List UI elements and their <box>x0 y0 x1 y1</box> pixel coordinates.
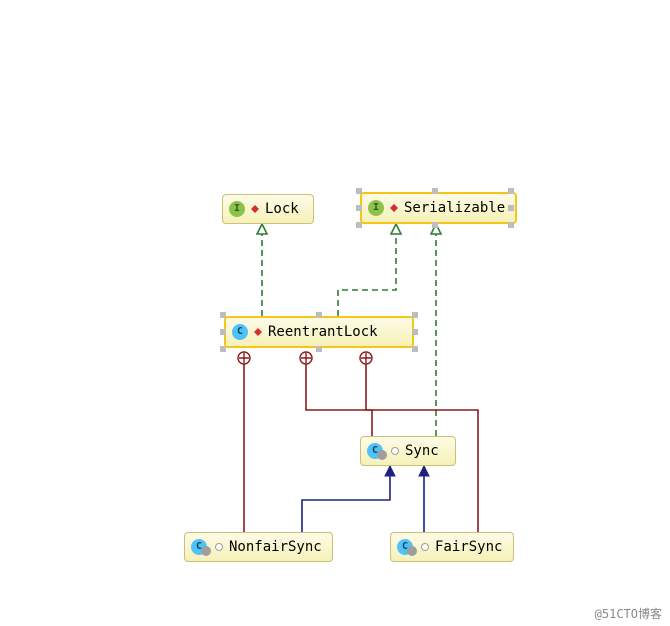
class-icon: C <box>232 324 248 340</box>
visibility-icon <box>254 328 262 336</box>
node-label: NonfairSync <box>229 537 322 557</box>
selection-handle[interactable] <box>432 188 438 194</box>
class-sync[interactable]: C Sync <box>360 436 456 466</box>
class-reentrantlock[interactable]: C ReentrantLock <box>224 316 414 348</box>
selection-handle[interactable] <box>316 346 322 352</box>
visibility-icon <box>251 205 259 213</box>
selection-handle[interactable] <box>356 205 362 211</box>
visibility-icon <box>215 543 223 551</box>
interface-icon: I <box>229 201 245 217</box>
selection-handle[interactable] <box>412 329 418 335</box>
edge-layer <box>0 0 670 626</box>
class-nonfairsync[interactable]: C NonfairSync <box>184 532 333 562</box>
selection-handle[interactable] <box>508 205 514 211</box>
visibility-icon <box>391 447 399 455</box>
class-fairsync[interactable]: C FairSync <box>390 532 514 562</box>
edge-inner <box>306 358 372 436</box>
edge-realizes <box>338 224 396 316</box>
selection-handle[interactable] <box>432 222 438 228</box>
interface-icon: I <box>368 200 384 216</box>
static-icon <box>407 546 417 556</box>
selection-handle[interactable] <box>220 346 226 352</box>
selection-handle[interactable] <box>220 312 226 318</box>
selection-handle[interactable] <box>316 312 322 318</box>
edge-extends <box>302 466 390 532</box>
selection-handle[interactable] <box>412 312 418 318</box>
selection-handle[interactable] <box>356 222 362 228</box>
selection-handle[interactable] <box>356 188 362 194</box>
node-label: FairSync <box>435 537 502 557</box>
interface-serializable[interactable]: I Serializable <box>360 192 517 224</box>
node-label: ReentrantLock <box>268 322 378 342</box>
static-icon <box>377 450 387 460</box>
node-label: Lock <box>265 199 299 219</box>
watermark: @51CTO博客 <box>595 605 662 622</box>
selection-handle[interactable] <box>508 188 514 194</box>
visibility-icon <box>390 204 398 212</box>
selection-handle[interactable] <box>508 222 514 228</box>
node-label: Serializable <box>404 198 505 218</box>
selection-handle[interactable] <box>220 329 226 335</box>
static-icon <box>201 546 211 556</box>
node-label: Sync <box>405 441 439 461</box>
visibility-icon <box>421 543 429 551</box>
selection-handle[interactable] <box>412 346 418 352</box>
interface-lock[interactable]: I Lock <box>222 194 314 224</box>
